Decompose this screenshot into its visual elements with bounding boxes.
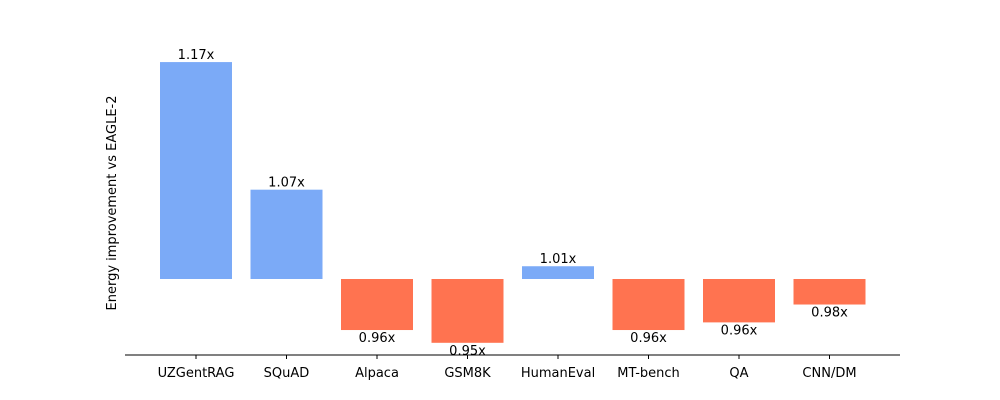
bar-qa: [703, 279, 775, 323]
bar-gsm8k: [431, 279, 504, 343]
x-tick-label: QA: [729, 366, 748, 381]
data-label-uzgentrag: 1.17x: [178, 48, 215, 63]
data-label-alpaca: 0.96x: [359, 331, 396, 346]
x-tick-label: GSM8K: [444, 366, 491, 381]
data-label-cnn-dm: 0.98x: [811, 306, 848, 321]
bar-cnn-dm: [793, 279, 866, 305]
data-label-squad: 1.07x: [268, 176, 305, 191]
x-tick-label: HumanEval: [521, 366, 595, 381]
x-tick-label: SQuAD: [264, 366, 310, 381]
bar-uzgentrag: [160, 62, 232, 279]
bar-squad: [250, 189, 323, 279]
x-tick-label: MT-bench: [617, 366, 680, 381]
bar-alpaca: [341, 279, 413, 331]
data-label-qa: 0.96x: [721, 323, 758, 338]
data-label-humaneval: 1.01x: [540, 252, 577, 267]
x-tick-label: UZGentRAG: [158, 366, 235, 381]
bars-group: [160, 62, 866, 343]
y-axis-label: Energy improvement vs EAGLE-2: [105, 96, 120, 311]
x-ticks-group: UZGentRAG SQuAD Alpaca GSM8K HumanEval MT-ben…: [158, 355, 857, 381]
x-tick-label: CNN/DM: [802, 366, 856, 381]
bar-humaneval: [522, 266, 594, 279]
data-label-mt-bench: 0.96x: [630, 331, 667, 346]
bar-mt-bench: [612, 279, 685, 331]
x-tick-label: Alpaca: [355, 366, 399, 381]
